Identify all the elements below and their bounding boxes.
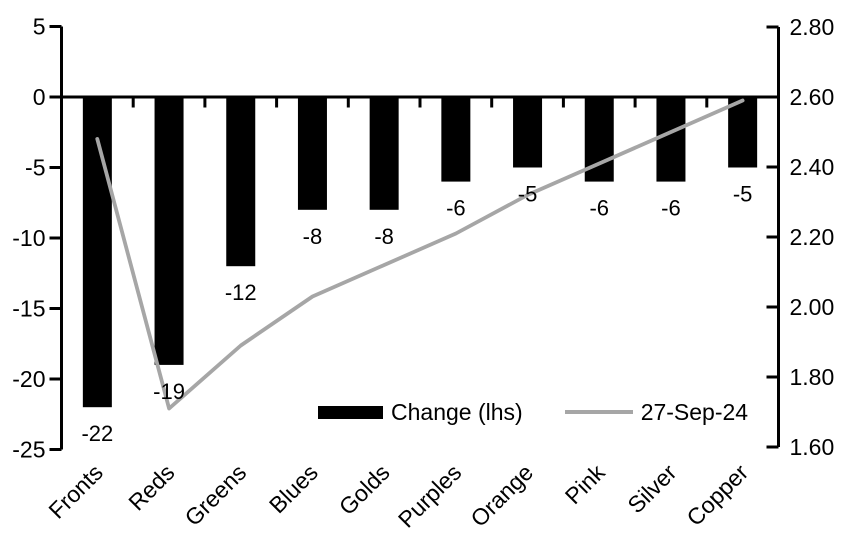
left-axis-tick-label: -10 — [12, 225, 45, 251]
bar-silver — [656, 97, 686, 182]
right-axis-tick-label: 2.20 — [790, 224, 835, 250]
legend-label-change: Change (lhs) — [391, 399, 523, 425]
category-label-blues: Blues — [264, 459, 323, 518]
right-axis-tick-label: 2.80 — [790, 14, 835, 40]
bar-greens — [226, 97, 256, 267]
legend-bar-swatch — [318, 405, 383, 419]
bar-data-label: -6 — [661, 196, 681, 221]
bar-data-label: -6 — [446, 196, 466, 221]
bar-golds — [369, 97, 399, 210]
right-axis-tick-label: 2.00 — [790, 294, 835, 320]
legend-item-change: Change (lhs) — [318, 398, 523, 426]
left-axis-tick-label: -25 — [12, 437, 45, 463]
line-series-27-sep-24 — [95, 98, 745, 411]
category-label-golds: Golds — [334, 459, 395, 520]
bar-data-label: -6 — [589, 196, 609, 221]
left-axis-tick-label: -15 — [12, 296, 45, 322]
bar-data-label: -8 — [374, 224, 394, 249]
bar-data-label: -5 — [733, 182, 753, 207]
left-axis-tick-label: -5 — [25, 155, 45, 181]
legend-label-date: 27-Sep-24 — [640, 399, 749, 425]
right-axis-tick-label: 2.60 — [790, 84, 835, 110]
bar-orange — [513, 97, 543, 168]
right-axis-tick-label: 1.80 — [790, 364, 835, 390]
bar-fronts — [82, 97, 112, 408]
left-axis-tick-label: -20 — [12, 366, 45, 392]
left-axis-tick-label: 5 — [33, 14, 46, 40]
category-label-copper: Copper — [681, 459, 753, 531]
bar-purples — [441, 97, 471, 182]
category-label-reds: Reds — [123, 459, 179, 515]
bar-data-label: -12 — [225, 280, 257, 305]
legend-line-swatch — [564, 410, 633, 414]
category-label-purples: Purples — [393, 459, 467, 533]
category-label-silver: Silver — [622, 459, 681, 518]
bar-blues — [297, 97, 327, 210]
bar-copper — [728, 97, 758, 168]
bar-reds — [154, 97, 184, 365]
right-axis-tick-label: 2.40 — [790, 154, 835, 180]
legend-item-date: 27-Sep-24 — [523, 398, 748, 426]
bar-data-label: -22 — [81, 421, 113, 446]
right-axis-tick-label: 1.60 — [790, 434, 835, 460]
bar-data-label: -5 — [518, 182, 538, 207]
category-label-pink: Pink — [560, 459, 610, 509]
chart-legend: Change (lhs) 27-Sep-24 — [318, 398, 748, 426]
category-label-fronts: Fronts — [43, 459, 107, 523]
bar-data-label: -8 — [303, 224, 323, 249]
bar-data-label: -19 — [153, 379, 185, 404]
category-label-orange: Orange — [465, 459, 538, 532]
left-axis-tick-label: 0 — [33, 84, 46, 110]
category-label-greens: Greens — [180, 459, 252, 531]
